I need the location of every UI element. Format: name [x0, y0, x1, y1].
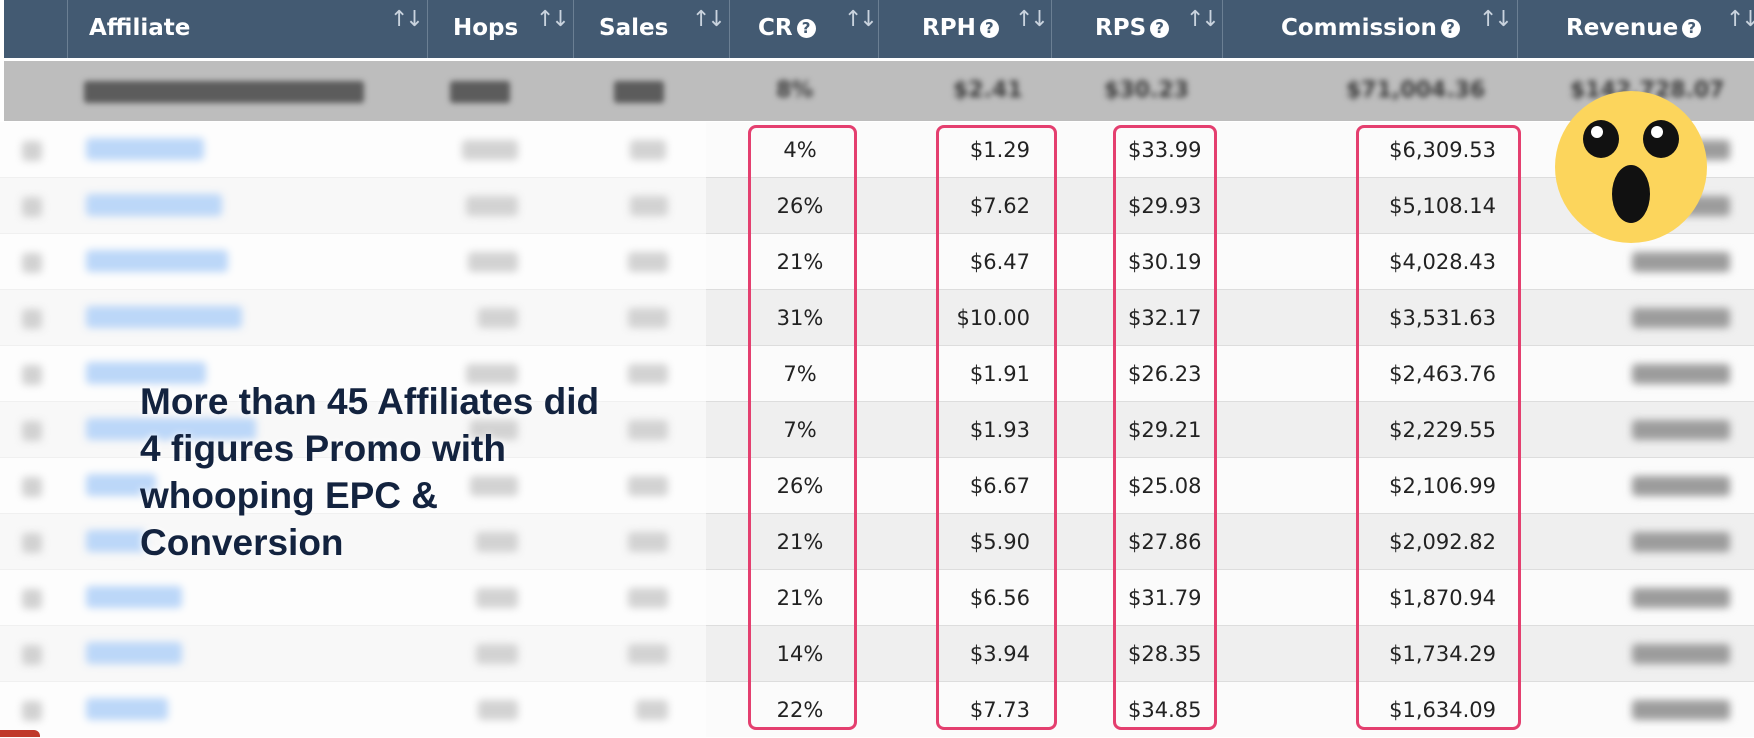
- commission-cell: $5,108.14: [1389, 194, 1496, 218]
- rps-cell: $28.35: [1128, 642, 1202, 666]
- caption-line: Conversion: [140, 522, 344, 563]
- commission-cell: $1,734.29: [1389, 642, 1496, 666]
- cr-cell: 21%: [776, 530, 824, 554]
- header-cr-text: CR: [758, 15, 793, 41]
- rph-cell: $6.67: [969, 474, 1030, 498]
- header-cr[interactable]: CR? ↑↓: [730, 0, 879, 58]
- header-affiliate-label: Affiliate: [89, 15, 191, 41]
- question-circle-icon[interactable]: ?: [1440, 19, 1460, 38]
- rph-cell: $10.00: [956, 306, 1030, 330]
- rps-cell: $34.85: [1128, 698, 1202, 722]
- header-rps-label: RPS?: [1095, 0, 1170, 56]
- promo-caption: More than 45 Affiliates did 4 figures Pr…: [140, 378, 700, 566]
- commission-column-highlight: [1356, 125, 1521, 730]
- rps-column-highlight: [1113, 125, 1217, 730]
- cr-cell: 7%: [783, 418, 817, 442]
- header-commission[interactable]: Commission? ↑↓: [1223, 0, 1518, 58]
- cr-cell: 31%: [776, 306, 824, 330]
- question-circle-icon[interactable]: ?: [1150, 19, 1170, 38]
- rph-column-highlight: [936, 125, 1057, 730]
- sort-arrows-icon[interactable]: ↑↓: [692, 7, 726, 32]
- totals-commission: $71,004.36: [1346, 78, 1486, 103]
- question-circle-icon[interactable]: ?: [796, 19, 816, 38]
- cr-cell: 4%: [783, 138, 817, 162]
- rph-cell: $1.91: [969, 362, 1030, 386]
- header-affiliate[interactable]: Affiliate ↑↓: [68, 0, 428, 58]
- cr-cell: 14%: [776, 642, 824, 666]
- commission-cell: $4,028.43: [1389, 250, 1496, 274]
- rph-cell: $6.47: [969, 250, 1030, 274]
- caption-line: 4 figures Promo with: [140, 428, 506, 469]
- table-header: Affiliate ↑↓ Hops ↑↓ Sales ↑↓ CR? ↑↓ RPH…: [4, 0, 1754, 58]
- commission-cell: $2,106.99: [1389, 474, 1496, 498]
- header-revenue[interactable]: Revenue? ↑↓: [1518, 0, 1754, 58]
- header-rph-label: RPH?: [922, 0, 999, 56]
- sort-arrows-icon[interactable]: ↑↓: [536, 7, 570, 32]
- totals-rps: $30.23: [1104, 78, 1189, 103]
- header-rph[interactable]: RPH? ↑↓: [879, 0, 1052, 58]
- rph-cell: $6.56: [969, 586, 1030, 610]
- totals-cr: 8%: [776, 78, 814, 103]
- rph-cell: $7.73: [969, 698, 1030, 722]
- cr-column-highlight: [748, 125, 857, 730]
- sort-arrows-icon[interactable]: ↑↓: [844, 7, 878, 32]
- totals-row: 8% $2.41 $30.23 $71,004.36 $142,728.07: [4, 61, 1754, 121]
- cr-cell: 26%: [776, 474, 824, 498]
- rps-cell: $25.08: [1128, 474, 1202, 498]
- header-commission-text: Commission: [1281, 15, 1437, 41]
- commission-cell: $1,634.09: [1389, 698, 1496, 722]
- rps-cell: $33.99: [1128, 138, 1202, 162]
- rps-cell: $31.79: [1128, 586, 1202, 610]
- header-cr-label: CR?: [758, 0, 816, 56]
- red-corner-fragment: [0, 730, 40, 737]
- header-commission-label: Commission?: [1281, 0, 1460, 56]
- rph-cell: $1.93: [969, 418, 1030, 442]
- header-hops-label: Hops: [453, 15, 519, 41]
- sort-arrows-icon[interactable]: ↑↓: [1726, 7, 1754, 32]
- sort-arrows-icon[interactable]: ↑↓: [1186, 7, 1220, 32]
- rph-cell: $1.29: [969, 138, 1030, 162]
- commission-cell: $1,870.94: [1389, 586, 1496, 610]
- caption-line: whooping EPC &: [140, 475, 439, 516]
- header-sales-label: Sales: [599, 15, 669, 41]
- rph-cell: $7.62: [969, 194, 1030, 218]
- header-sales[interactable]: Sales ↑↓: [574, 0, 730, 58]
- cr-cell: 21%: [776, 250, 824, 274]
- header-rph-text: RPH: [922, 15, 976, 41]
- sort-arrows-icon[interactable]: ↑↓: [1479, 7, 1513, 32]
- caption-line: More than 45 Affiliates did: [140, 381, 600, 422]
- header-revenue-text: Revenue: [1566, 15, 1679, 41]
- commission-cell: $2,229.55: [1389, 418, 1496, 442]
- rps-cell: $30.19: [1128, 250, 1202, 274]
- totals-label-blurred: [84, 61, 364, 121]
- rph-cell: $5.90: [969, 530, 1030, 554]
- cr-cell: 7%: [783, 362, 817, 386]
- sort-arrows-icon[interactable]: ↑↓: [390, 7, 424, 32]
- header-revenue-label: Revenue?: [1566, 0, 1702, 56]
- commission-cell: $2,092.82: [1389, 530, 1496, 554]
- header-select-column: [4, 0, 68, 58]
- question-circle-icon[interactable]: ?: [1682, 19, 1702, 38]
- surprised-face-emoji: [1555, 91, 1707, 243]
- rps-cell: $32.17: [1128, 306, 1202, 330]
- blur-veil: [0, 121, 706, 737]
- rph-cell: $3.94: [969, 642, 1030, 666]
- totals-rph: $2.41: [953, 78, 1023, 103]
- sort-arrows-icon[interactable]: ↑↓: [1015, 7, 1049, 32]
- rps-cell: $29.93: [1128, 194, 1202, 218]
- header-rps[interactable]: RPS? ↑↓: [1052, 0, 1223, 58]
- cr-cell: 26%: [776, 194, 824, 218]
- rps-cell: $26.23: [1128, 362, 1202, 386]
- rps-cell: $29.21: [1128, 418, 1202, 442]
- commission-cell: $2,463.76: [1389, 362, 1496, 386]
- rps-cell: $27.86: [1128, 530, 1202, 554]
- header-rps-text: RPS: [1095, 15, 1147, 41]
- question-circle-icon[interactable]: ?: [979, 19, 999, 38]
- commission-cell: $6,309.53: [1389, 138, 1496, 162]
- cr-cell: 21%: [776, 586, 824, 610]
- commission-cell: $3,531.63: [1389, 306, 1496, 330]
- cr-cell: 22%: [776, 698, 824, 722]
- header-hops[interactable]: Hops ↑↓: [428, 0, 574, 58]
